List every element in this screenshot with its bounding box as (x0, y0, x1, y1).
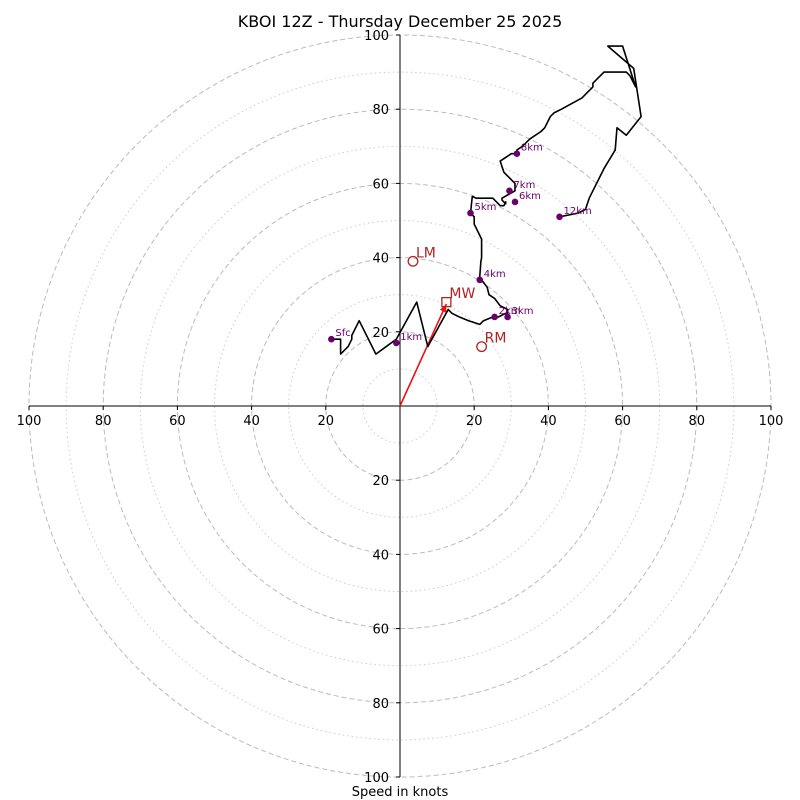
height-marker: 5km (467, 202, 496, 217)
height-marker: 8km (513, 143, 543, 158)
height-marker-dot (506, 187, 513, 195)
storm-motion-lm: LM (407, 245, 436, 267)
height-marker: 1km (392, 332, 422, 347)
wind-trace (331, 45, 642, 355)
height-marker: 2km (491, 306, 521, 321)
height-marker-dot (392, 339, 400, 347)
y-tick-label: 100 (364, 29, 389, 44)
y-tick-label: 40 (372, 548, 389, 563)
y-tick-label: 20 (372, 326, 389, 341)
storm-motion-label: MW (449, 286, 475, 302)
height-marker: 3km (504, 306, 534, 321)
x-tick-label: 40 (243, 414, 260, 429)
y-tick-label: 60 (372, 623, 389, 638)
height-marker-dot (513, 150, 521, 158)
height-marker-label: 12km (564, 206, 592, 217)
height-marker-label: 1km (400, 332, 422, 343)
x-tick-label: 40 (540, 414, 557, 429)
x-axis-label: Speed in knots (352, 785, 449, 800)
x-tick-label: 20 (466, 414, 483, 429)
storm-motion-label: LM (416, 245, 436, 261)
chart-title: KBOI 12Z - Thursday December 25 2025 (238, 12, 563, 31)
height-marker-dot (504, 313, 511, 321)
height-marker-label: 3km (512, 306, 534, 317)
storm-motion-circle (476, 341, 488, 353)
height-marker-label: 8km (521, 143, 543, 154)
wind-trace-line (331, 45, 642, 355)
height-marker-label: 2km (499, 306, 521, 317)
height-marker-label: Sfc (335, 328, 350, 339)
y-tick-label: 40 (372, 252, 389, 267)
height-marker: 12km (556, 206, 592, 221)
height-marker-dot (328, 335, 335, 343)
height-marker-dot (476, 276, 484, 284)
y-tick-label: 80 (372, 697, 389, 712)
y-tick-label: 60 (372, 177, 389, 192)
height-marker: 6km (511, 191, 541, 206)
x-tick-label: 100 (17, 414, 42, 429)
height-marker: Sfc (328, 328, 351, 343)
height-marker: 7km (506, 180, 535, 195)
y-tick-label: 80 (372, 103, 389, 118)
height-marker-label: 6km (519, 191, 541, 202)
x-tick-label: 20 (318, 414, 335, 429)
height-marker-label: 7km (513, 180, 535, 191)
height-marker-label: 5km (474, 202, 496, 213)
x-tick-label: 60 (614, 414, 631, 429)
x-tick-label: 60 (169, 414, 186, 429)
height-marker-label: 4km (484, 269, 506, 280)
storm-motion-markers: LM MW RM (407, 245, 507, 353)
y-tick-label: 100 (364, 771, 389, 786)
shear-vector-line (399, 303, 448, 407)
height-marker-dot (511, 198, 519, 206)
height-marker-dot (491, 313, 498, 321)
storm-motion-square (441, 296, 452, 308)
x-tick-label: 80 (689, 414, 706, 429)
x-tick-label: 100 (759, 414, 784, 429)
y-tick-label: 20 (372, 474, 389, 489)
tick-labels: 100 80 60 40 20 20 40 60 80 100 100 80 60 40 20 20 40 60 8… (17, 29, 784, 786)
storm-motion-mw: MW (441, 286, 475, 308)
storm-motion-circle (407, 255, 419, 267)
storm-motion-rm: RM (476, 331, 507, 353)
height-marker-dot (556, 213, 563, 221)
x-tick-label: 80 (95, 414, 112, 429)
storm-motion-label: RM (485, 331, 507, 347)
height-marker: 4km (476, 269, 506, 284)
height-marker-dot (467, 209, 474, 217)
